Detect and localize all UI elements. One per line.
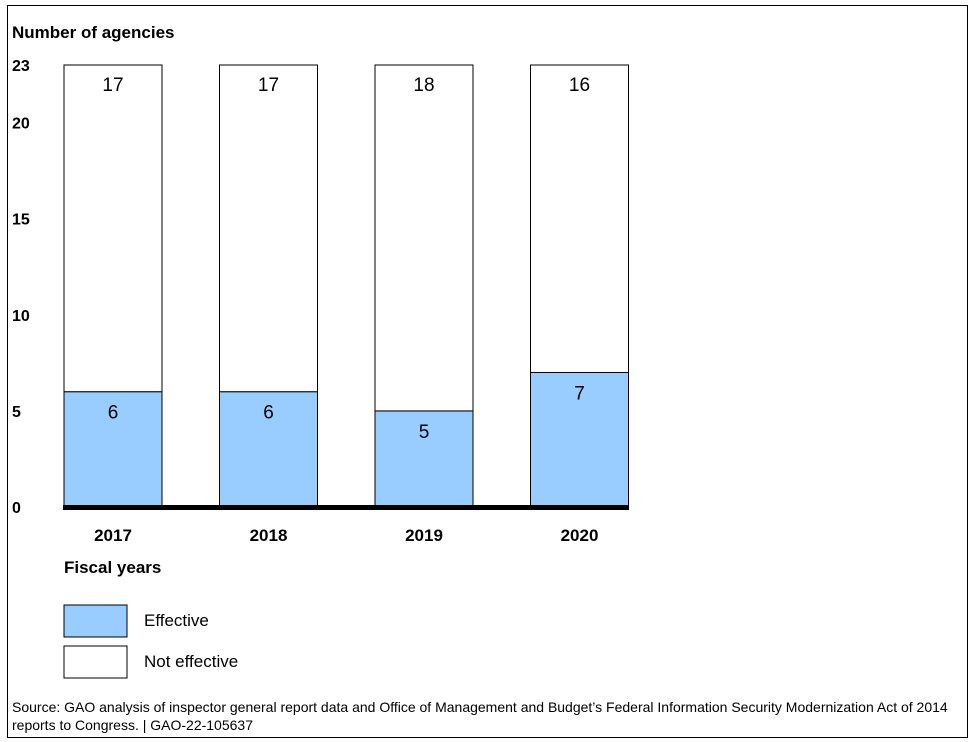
x-tick-label: 2017 xyxy=(94,526,132,545)
bar-segment-not-effective xyxy=(219,64,318,393)
bar-segment-not-effective xyxy=(530,64,629,373)
legend: Effective Not effective xyxy=(63,604,238,679)
x-tick-label: 2018 xyxy=(250,526,288,545)
data-label: 16 xyxy=(569,75,590,96)
y-axis-ticks: 0 5 10 15 20 23 xyxy=(12,58,30,517)
data-label: 6 xyxy=(263,403,274,424)
legend-label: Effective xyxy=(144,611,209,630)
bars: 6 17 6 17 5 18 7 16 xyxy=(63,64,629,510)
data-label: 5 xyxy=(419,422,430,443)
data-label: 17 xyxy=(258,75,279,96)
x-axis-ticks: 2017 2018 2019 2020 xyxy=(94,526,598,545)
x-tick-label: 2020 xyxy=(561,526,599,545)
bar-segment-effective xyxy=(374,410,474,508)
data-label: 18 xyxy=(413,75,434,96)
x-axis-baseline xyxy=(63,505,629,510)
legend-swatch-not-effective xyxy=(63,645,128,679)
chart-frame xyxy=(7,5,968,738)
bar-segment-not-effective xyxy=(63,64,163,393)
y-tick-label: 15 xyxy=(12,212,30,229)
y-axis-label: Number of agencies xyxy=(12,23,175,42)
data-label: 6 xyxy=(108,403,119,424)
bar-segment-not-effective xyxy=(374,64,474,412)
legend-swatch-effective xyxy=(63,604,128,638)
source-note: Source: GAO analysis of inspector genera… xyxy=(12,699,948,733)
data-label: 17 xyxy=(102,75,123,96)
y-tick-label: 20 xyxy=(12,116,30,133)
y-tick-label: 23 xyxy=(12,58,30,75)
bar-segment-effective xyxy=(63,391,163,508)
y-tick-label: 10 xyxy=(12,308,30,325)
x-axis-label: Fiscal years xyxy=(64,558,161,577)
x-tick-label: 2019 xyxy=(405,526,443,545)
legend-label: Not effective xyxy=(144,652,238,671)
data-label: 7 xyxy=(574,383,585,404)
y-tick-label: 0 xyxy=(12,500,21,517)
bar-segment-effective xyxy=(530,371,629,508)
y-tick-label: 5 xyxy=(12,404,21,421)
